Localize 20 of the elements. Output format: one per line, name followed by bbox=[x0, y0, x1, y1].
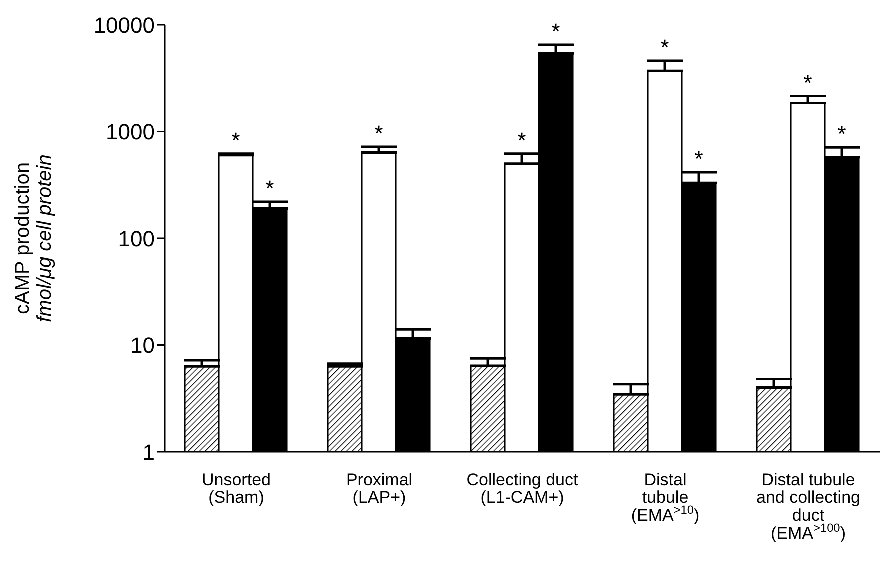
x-tick-label: Unsorted (Sham) bbox=[202, 470, 271, 508]
data-label: * bbox=[552, 18, 561, 44]
data-label: * bbox=[660, 35, 670, 60]
y-tick-label: 100 bbox=[118, 226, 155, 252]
x-tick-label: Distal tubule (EMA$^{>10}$) bbox=[631, 470, 700, 525]
y-tick-label: 10000 bbox=[94, 12, 155, 38]
data-label: * bbox=[694, 146, 704, 172]
y-tick-label: 1 bbox=[142, 440, 155, 465]
x-tick-label: Proximal (LAP+) bbox=[346, 470, 413, 508]
data-label: * bbox=[838, 122, 847, 147]
data-label: * bbox=[804, 70, 813, 96]
data-label: * bbox=[232, 128, 241, 153]
x-tick-label: Collecting duct (L1-CAM+) bbox=[466, 470, 579, 508]
y-tick-label: 1000 bbox=[106, 120, 155, 145]
data-label: * bbox=[518, 128, 527, 153]
data-label: * bbox=[266, 176, 275, 201]
y-tick-label: 10 bbox=[130, 333, 155, 358]
data-label: * bbox=[374, 120, 384, 146]
x-tick-label: Distal tubule and collecting duct (EMA$^{>100}$) bbox=[756, 470, 860, 543]
y-axis-title: cAMP production fmol/μg cell protein bbox=[12, 154, 56, 322]
